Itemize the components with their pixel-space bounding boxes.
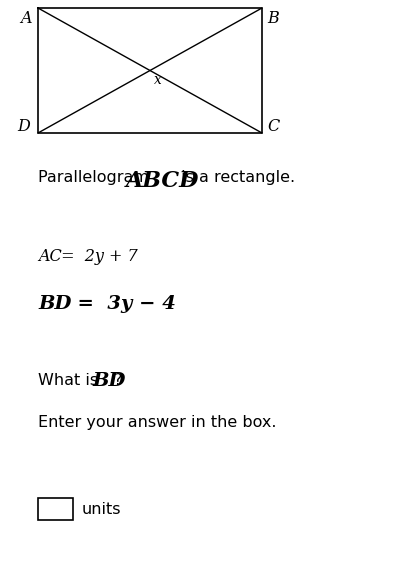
Text: D: D xyxy=(17,118,30,135)
Text: A: A xyxy=(20,10,32,27)
Text: Enter your answer in the box.: Enter your answer in the box. xyxy=(38,415,276,430)
Text: Parallelogram: Parallelogram xyxy=(38,170,154,185)
Text: BD: BD xyxy=(92,372,125,390)
Text: C: C xyxy=(267,118,279,135)
Text: BD: BD xyxy=(38,295,71,313)
Text: is a rectangle.: is a rectangle. xyxy=(176,170,295,185)
Text: =  2y + 7: = 2y + 7 xyxy=(56,248,138,265)
Text: units: units xyxy=(82,502,122,516)
Text: ABCD: ABCD xyxy=(126,170,199,192)
Text: ?: ? xyxy=(114,373,123,388)
Text: =  3y − 4: = 3y − 4 xyxy=(64,295,176,313)
Text: B: B xyxy=(267,10,279,27)
Text: x: x xyxy=(154,73,162,87)
Bar xyxy=(38,498,73,520)
Text: What is: What is xyxy=(38,373,103,388)
Text: AC: AC xyxy=(38,248,62,265)
